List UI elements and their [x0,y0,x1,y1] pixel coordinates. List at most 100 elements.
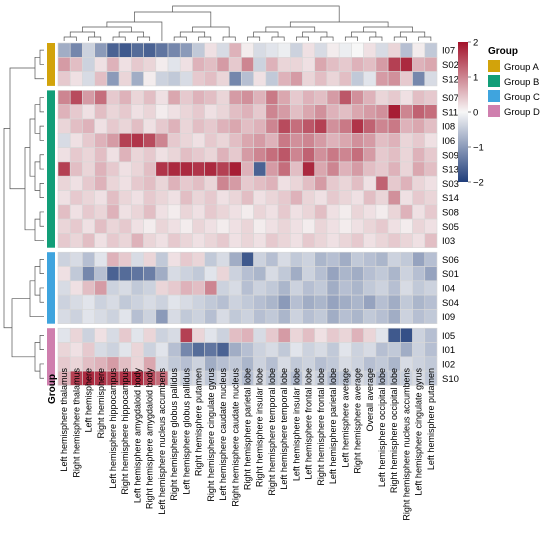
heatmap-cell [351,42,364,58]
heatmap-cell [131,309,144,324]
heatmap-cell [314,133,328,148]
heatmap-cell [228,327,242,343]
heatmap-cell [400,327,413,343]
heatmap-cell [387,233,401,248]
heatmap-cell [118,147,132,163]
heatmap-cell [69,309,83,324]
heatmap-cell [375,133,389,148]
row-label: S03 [442,179,459,190]
heatmap-cell [289,327,303,343]
heatmap-cell [326,161,340,177]
heatmap-cell [131,342,144,358]
row-label: S01 [442,269,459,280]
dendrogram-branch [34,342,40,372]
heatmap-cell [387,104,401,120]
heatmap-cell [106,233,120,248]
heatmap-cell [400,42,413,58]
heatmap-cell [69,327,83,343]
heatmap-cell [155,118,169,134]
heatmap-cell [143,71,157,87]
heatmap-cell [94,294,108,310]
heatmap-cell [338,104,352,120]
heatmap-cell [400,147,413,163]
heatmap-cell [253,71,267,87]
heatmap-cell [314,327,328,343]
heatmap-cell [241,327,254,343]
heatmap-cell [82,42,95,58]
legend-title: Group [488,46,518,57]
heatmap-cell [57,204,71,220]
heatmap-cell [338,309,352,324]
column-label: Left hemisphere insular lobe [291,368,301,481]
column-label: Right hemisphere thalamus [71,368,81,478]
heatmap-cell [424,118,438,134]
heatmap-cell [106,71,120,87]
heatmap-cell [94,309,108,324]
heatmap-cell [69,204,83,220]
column-label: Left hemisphere globus pallidus [181,368,191,495]
heatmap-cell [387,175,401,191]
column-label: Right hemisphere parietal lobe [243,368,253,490]
heatmap-cell [228,309,242,324]
heatmap-cell [424,309,438,324]
row-label: I07 [442,46,455,57]
heatmap-cell [143,233,157,248]
heatmap-cell [131,104,144,120]
heatmap-cell [375,71,389,87]
heatmap-cell [400,294,413,310]
heatmap-cell [387,42,401,58]
heatmap-cell [131,251,144,267]
heatmap-cell [204,175,218,191]
heatmap-cell [387,204,401,220]
heatmap-cell [167,133,181,148]
colorbar-tick-label: 0 [473,108,478,119]
heatmap-cell [302,175,316,191]
row-label: I08 [442,122,455,133]
heatmap-cell [228,90,242,106]
heatmap-cell [241,266,254,282]
heatmap-cell [69,294,83,310]
heatmap-cell [167,342,181,358]
heatmap-cell [94,280,108,296]
heatmap-cell [326,190,340,206]
heatmap-cell [400,161,413,177]
heatmap-cell [253,104,267,120]
heatmap-cell [265,190,279,206]
legend-swatch [488,75,500,87]
heatmap-cell [118,175,132,191]
group-bar-segment [47,252,55,324]
heatmap-cell [302,294,316,310]
heatmap-cell [375,342,389,358]
column-label: Right hemisphere amygdaloid body [145,368,155,510]
heatmap-cell [204,56,218,72]
row-label: I04 [442,283,455,294]
heatmap-cell [192,71,206,87]
heatmap-cell [424,190,438,206]
row-label: I02 [442,359,455,370]
heatmap-cell [204,104,218,120]
heatmap-cell [387,56,401,72]
heatmap-cell [424,266,438,282]
heatmap-cell [302,118,316,134]
heatmap-cell [241,294,254,310]
heatmap-cell [216,204,230,220]
heatmap-cell [192,294,206,310]
heatmap-cell [143,327,157,343]
heatmap-cell [143,90,157,106]
heatmap-cell [302,104,316,120]
heatmap-cell [82,190,95,206]
heatmap-cell [351,294,364,310]
heatmap-cell [302,133,316,148]
heatmap-cell [82,309,95,324]
heatmap-cell [192,233,206,248]
dendrogram-branch [265,26,316,32]
heatmap-cell [314,266,328,282]
heatmap-cell [69,42,83,58]
heatmap-cell [204,251,218,267]
heatmap-cell [167,71,181,87]
heatmap-cell [387,342,401,358]
heatmap-cell [57,251,71,267]
heatmap-cell [216,190,230,206]
heatmap-cell [387,90,401,106]
heatmap-cell [387,71,401,87]
